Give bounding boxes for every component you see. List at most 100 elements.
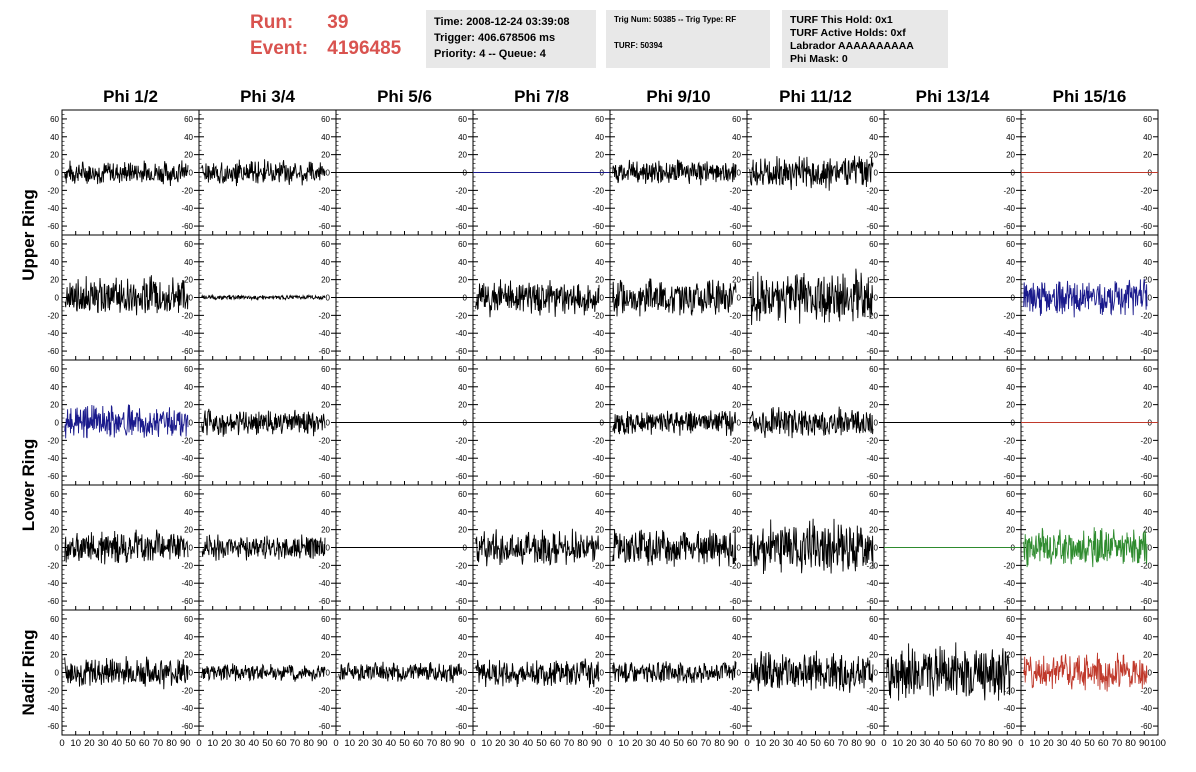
waveform xyxy=(612,529,737,567)
x-tick-label: 10 xyxy=(344,738,355,749)
y-tick-label: 60 xyxy=(869,115,878,124)
y-tick-label: 0 xyxy=(1148,544,1153,553)
x-tick-label: 40 xyxy=(934,738,945,749)
y-tick-label: 20 xyxy=(869,651,878,660)
y-tick-label: -60 xyxy=(47,347,59,356)
y-tick-label: 60 xyxy=(1143,615,1152,624)
y-tick-label: 0 xyxy=(463,669,468,678)
x-tick-label: 80 xyxy=(577,738,588,749)
y-tick-label: -40 xyxy=(181,204,193,213)
y-tick-label: 20 xyxy=(1006,526,1015,535)
y-tick-label: -20 xyxy=(1140,186,1152,195)
y-tick-label: 0 xyxy=(1011,669,1016,678)
x-tick-label: 30 xyxy=(783,738,794,749)
y-tick-label: -60 xyxy=(866,347,878,356)
y-tick-label: -40 xyxy=(455,704,467,713)
y-tick-label: 40 xyxy=(50,133,59,142)
x-tick-label: 30 xyxy=(98,738,109,749)
y-tick-label: 40 xyxy=(1143,383,1152,392)
waveform xyxy=(749,650,874,693)
y-tick-label: -60 xyxy=(318,597,330,606)
y-tick-label: 60 xyxy=(458,115,467,124)
y-tick-label: -40 xyxy=(455,204,467,213)
x-tick-label: 10 xyxy=(481,738,492,749)
y-tick-label: 20 xyxy=(321,401,330,410)
y-tick-label: 60 xyxy=(458,365,467,374)
y-tick-label: 40 xyxy=(321,258,330,267)
waveform-grid: Phi 1/2 Phi 3/4 Phi 5/6 Phi 7/8 Phi 9/10 Phi … xyxy=(19,87,1166,749)
y-tick-label: 20 xyxy=(1143,401,1152,410)
y-tick-label: 40 xyxy=(1143,258,1152,267)
y-tick-label: -20 xyxy=(866,436,878,445)
x-tick-label: 70 xyxy=(838,738,849,749)
y-tick-label: 60 xyxy=(321,115,330,124)
priority-text: Priority: 4 -- Queue: 4 xyxy=(434,48,546,60)
y-tick-label: 60 xyxy=(50,115,59,124)
y-tick-label: -20 xyxy=(47,436,59,445)
y-tick-label: -60 xyxy=(1140,597,1152,606)
y-tick-label: 40 xyxy=(595,383,604,392)
x-tick-label: 20 xyxy=(84,738,95,749)
y-tick-label: 60 xyxy=(321,365,330,374)
x-tick-label: 40 xyxy=(523,738,534,749)
y-tick-label: -40 xyxy=(181,704,193,713)
y-tick-label: -60 xyxy=(47,222,59,231)
y-tick-label: -20 xyxy=(455,436,467,445)
y-tick-label: 40 xyxy=(184,633,193,642)
y-tick-label: 60 xyxy=(458,240,467,249)
y-tick-label: -20 xyxy=(181,311,193,320)
x-tick-label: 100 xyxy=(1150,738,1166,749)
time-trigger-box: Time: 2008-12-24 03:39:08 Trigger: 406.6… xyxy=(426,10,596,68)
y-tick-label: -20 xyxy=(181,686,193,695)
y-tick-label: 0 xyxy=(737,419,742,428)
y-tick-label: -20 xyxy=(455,311,467,320)
y-tick-label: -60 xyxy=(318,722,330,731)
y-tick-label: 40 xyxy=(1006,383,1015,392)
x-tick-label: 70 xyxy=(427,738,438,749)
x-tick-label: 90 xyxy=(454,738,465,749)
x-tick-label: 0 xyxy=(59,738,64,749)
y-tick-label: 0 xyxy=(189,669,194,678)
y-tick-label: 0 xyxy=(189,294,194,303)
y-tick-label: 40 xyxy=(458,633,467,642)
column-title: Phi 7/8 xyxy=(514,87,569,106)
y-tick-label: -40 xyxy=(592,704,604,713)
y-tick-label: -20 xyxy=(47,311,59,320)
y-tick-label: 20 xyxy=(869,401,878,410)
y-tick-label: 20 xyxy=(458,276,467,285)
y-tick-label: 60 xyxy=(1006,115,1015,124)
ring-label: Lower Ring xyxy=(19,439,38,532)
y-tick-label: 20 xyxy=(50,401,59,410)
waveform xyxy=(64,404,189,439)
y-tick-label: 60 xyxy=(1143,365,1152,374)
event-row: Event: 4196485 xyxy=(250,36,401,62)
y-tick-label: 60 xyxy=(1006,615,1015,624)
x-tick-label: 60 xyxy=(413,738,424,749)
y-tick-label: 20 xyxy=(1006,151,1015,160)
y-tick-label: -20 xyxy=(1140,436,1152,445)
waveform xyxy=(475,279,600,318)
x-tick-label: 70 xyxy=(153,738,164,749)
column-title: Phi 3/4 xyxy=(240,87,295,106)
y-tick-label: -60 xyxy=(729,597,741,606)
y-tick-label: 40 xyxy=(458,508,467,517)
y-tick-label: 60 xyxy=(184,115,193,124)
column-title: Phi 13/14 xyxy=(916,87,990,106)
y-tick-label: -40 xyxy=(592,579,604,588)
y-tick-label: 40 xyxy=(595,508,604,517)
column-title: Phi 5/6 xyxy=(377,87,432,106)
y-tick-label: -20 xyxy=(592,186,604,195)
waveform xyxy=(201,534,326,561)
x-tick-label: 20 xyxy=(358,738,369,749)
y-tick-label: 20 xyxy=(50,151,59,160)
x-tick-label: 90 xyxy=(865,738,876,749)
y-tick-label: 40 xyxy=(184,133,193,142)
y-tick-label: 40 xyxy=(321,508,330,517)
x-tick-label: 20 xyxy=(632,738,643,749)
